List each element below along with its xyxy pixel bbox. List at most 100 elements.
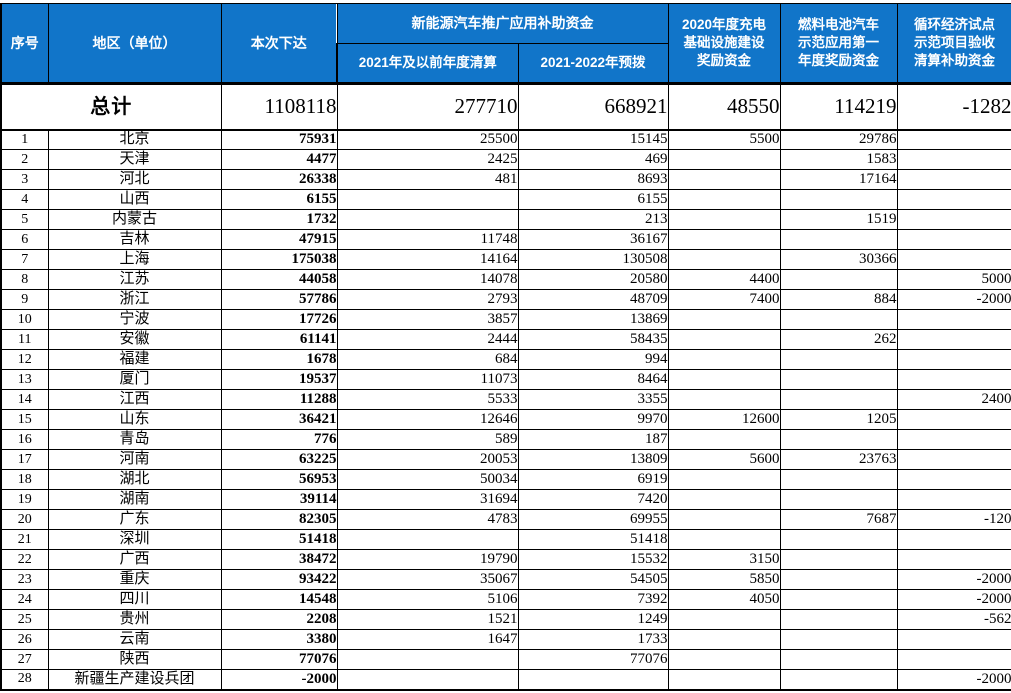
cell-charging[interactable] <box>667 249 781 270</box>
cell-charging[interactable] <box>667 369 781 390</box>
cell-charging[interactable] <box>667 389 781 410</box>
cell-fuel-cell[interactable]: 7687 <box>779 509 898 530</box>
cell-prepay[interactable]: 13809 <box>517 449 669 470</box>
cell-settlement[interactable]: 589 <box>336 429 519 450</box>
cell-region[interactable]: 河北 <box>47 169 222 190</box>
cell-fuel-cell[interactable] <box>779 569 898 590</box>
cell-serial[interactable]: 16 <box>0 429 49 450</box>
cell-region[interactable]: 天津 <box>47 149 222 170</box>
cell-fuel-cell[interactable] <box>779 649 898 670</box>
cell-circular[interactable] <box>896 229 1011 250</box>
cell-circular[interactable] <box>896 189 1011 210</box>
cell-region[interactable]: 厦门 <box>47 369 222 390</box>
cell-settlement[interactable]: 11073 <box>336 369 519 390</box>
cell-issued[interactable]: 93422 <box>220 569 338 590</box>
cell-fuel-cell[interactable]: 1205 <box>779 409 898 430</box>
total-prepay-cell[interactable]: 668921 <box>517 82 669 131</box>
cell-prepay[interactable]: 15532 <box>517 549 669 570</box>
cell-serial[interactable]: 28 <box>0 669 49 691</box>
cell-issued[interactable]: 61141 <box>220 329 338 350</box>
cell-settlement[interactable]: 35067 <box>336 569 519 590</box>
cell-fuel-cell[interactable] <box>779 369 898 390</box>
cell-serial[interactable]: 22 <box>0 549 49 570</box>
cell-region[interactable]: 江苏 <box>47 269 222 290</box>
cell-region[interactable]: 湖北 <box>47 469 222 490</box>
cell-serial[interactable]: 7 <box>0 249 49 270</box>
cell-circular[interactable]: -2000 <box>896 669 1011 691</box>
cell-circular[interactable]: -562 <box>896 609 1011 630</box>
cell-circular[interactable] <box>896 649 1011 670</box>
cell-prepay[interactable]: 48709 <box>517 289 669 310</box>
cell-issued[interactable]: 14548 <box>220 589 338 610</box>
col-header-nev-settlement[interactable]: 2021年及以前年度清算 <box>336 43 519 84</box>
cell-circular[interactable] <box>896 169 1011 190</box>
cell-region[interactable]: 云南 <box>47 629 222 650</box>
cell-fuel-cell[interactable]: 262 <box>779 329 898 350</box>
cell-fuel-cell[interactable]: 1583 <box>779 149 898 170</box>
cell-charging[interactable] <box>667 229 781 250</box>
cell-settlement[interactable]: 5106 <box>336 589 519 610</box>
cell-prepay[interactable]: 130508 <box>517 249 669 270</box>
col-header-charging-infra[interactable]: 2020年度充电 基础设施建设 奖励资金 <box>667 3 781 84</box>
cell-charging[interactable] <box>667 169 781 190</box>
cell-circular[interactable] <box>896 249 1011 270</box>
cell-serial[interactable]: 10 <box>0 309 49 330</box>
cell-settlement[interactable]: 14164 <box>336 249 519 270</box>
cell-charging[interactable]: 4400 <box>667 269 781 290</box>
cell-fuel-cell[interactable] <box>779 529 898 550</box>
cell-fuel-cell[interactable] <box>779 389 898 410</box>
cell-serial[interactable]: 9 <box>0 289 49 310</box>
cell-fuel-cell[interactable] <box>779 189 898 210</box>
cell-prepay[interactable]: 58435 <box>517 329 669 350</box>
cell-region[interactable]: 内蒙古 <box>47 209 222 230</box>
cell-prepay[interactable]: 13869 <box>517 309 669 330</box>
cell-settlement[interactable]: 25500 <box>336 129 519 150</box>
cell-charging[interactable] <box>667 149 781 170</box>
cell-prepay[interactable]: 187 <box>517 429 669 450</box>
cell-fuel-cell[interactable]: 884 <box>779 289 898 310</box>
total-issued-cell[interactable]: 1108118 <box>220 82 338 131</box>
cell-serial[interactable]: 26 <box>0 629 49 650</box>
col-header-nev-prepay[interactable]: 2021-2022年预拨 <box>517 43 669 84</box>
cell-prepay[interactable]: 994 <box>517 349 669 370</box>
cell-issued[interactable]: 776 <box>220 429 338 450</box>
cell-fuel-cell[interactable]: 1519 <box>779 209 898 230</box>
cell-prepay[interactable]: 7392 <box>517 589 669 610</box>
cell-charging[interactable]: 3150 <box>667 549 781 570</box>
cell-issued[interactable]: 175038 <box>220 249 338 270</box>
cell-serial[interactable]: 2 <box>0 149 49 170</box>
cell-settlement[interactable]: 684 <box>336 349 519 370</box>
cell-charging[interactable] <box>667 429 781 450</box>
cell-circular[interactable] <box>896 149 1011 170</box>
cell-prepay[interactable]: 213 <box>517 209 669 230</box>
cell-issued[interactable]: 75931 <box>220 129 338 150</box>
cell-issued[interactable]: 82305 <box>220 509 338 530</box>
cell-issued[interactable]: 19537 <box>220 369 338 390</box>
cell-circular[interactable]: -120 <box>896 509 1011 530</box>
cell-circular[interactable]: -2000 <box>896 589 1011 610</box>
cell-prepay[interactable] <box>517 669 669 691</box>
cell-circular[interactable] <box>896 369 1011 390</box>
cell-serial[interactable]: 24 <box>0 589 49 610</box>
cell-serial[interactable]: 23 <box>0 569 49 590</box>
cell-serial[interactable]: 21 <box>0 529 49 550</box>
cell-charging[interactable]: 4050 <box>667 589 781 610</box>
cell-fuel-cell[interactable] <box>779 609 898 630</box>
cell-issued[interactable]: 6155 <box>220 189 338 210</box>
cell-settlement[interactable]: 19790 <box>336 549 519 570</box>
cell-serial[interactable]: 25 <box>0 609 49 630</box>
col-header-circular-economy[interactable]: 循环经济试点 示范项目验收 清算补助资金 <box>896 3 1011 84</box>
cell-prepay[interactable]: 9970 <box>517 409 669 430</box>
cell-issued[interactable]: 36421 <box>220 409 338 430</box>
cell-issued[interactable]: 26338 <box>220 169 338 190</box>
cell-circular[interactable] <box>896 309 1011 330</box>
cell-prepay[interactable]: 1733 <box>517 629 669 650</box>
cell-fuel-cell[interactable] <box>779 489 898 510</box>
cell-region[interactable]: 浙江 <box>47 289 222 310</box>
cell-settlement[interactable]: 4783 <box>336 509 519 530</box>
cell-fuel-cell[interactable]: 30366 <box>779 249 898 270</box>
cell-charging[interactable] <box>667 509 781 530</box>
cell-fuel-cell[interactable] <box>779 269 898 290</box>
cell-region[interactable]: 福建 <box>47 349 222 370</box>
cell-prepay[interactable]: 69955 <box>517 509 669 530</box>
